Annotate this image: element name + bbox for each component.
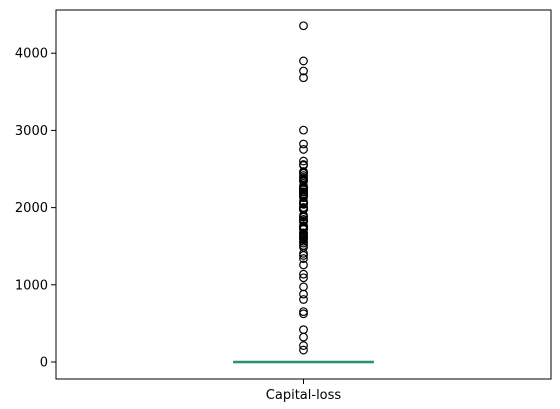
outlier-point (299, 21, 308, 31)
box-layer (233, 360, 374, 364)
outlier-point (299, 260, 308, 270)
outlier-point (299, 56, 308, 66)
x-axis: Capital-loss (266, 379, 342, 403)
outlier-point (299, 295, 308, 304)
x-category-label: Capital-loss (266, 388, 342, 403)
y-tick-label: 0 (40, 356, 48, 371)
outlier-point (299, 325, 308, 335)
outlier-point (299, 145, 308, 154)
y-tick-label: 2000 (15, 201, 48, 216)
outlier-point (299, 221, 308, 231)
outlier-point (299, 139, 308, 149)
outlier-point (299, 254, 308, 263)
outlier-point (299, 171, 308, 180)
outlier-point (299, 269, 308, 279)
outlier-layer (299, 21, 308, 355)
y-axis: 0 1000 2000 3000 4000 (15, 47, 56, 371)
outlier-point (299, 345, 308, 355)
y-tick-label: 3000 (15, 124, 48, 139)
outlier-point (299, 73, 308, 83)
outlier-point (299, 341, 308, 350)
outlier-point (299, 332, 308, 342)
plot-area-frame (55, 9, 552, 380)
outlier-point (299, 160, 308, 169)
outlier-point (299, 228, 308, 238)
outlier-point (299, 156, 308, 166)
outlier-point (299, 66, 308, 76)
outlier-point (299, 282, 308, 292)
outlier-point (299, 125, 308, 135)
outlier-point (299, 273, 308, 283)
outlier-point (299, 307, 308, 317)
outlier-point (299, 289, 308, 299)
outlier-point (299, 203, 308, 212)
y-tick-label: 4000 (15, 47, 48, 62)
y-tick-label: 1000 (15, 278, 48, 293)
